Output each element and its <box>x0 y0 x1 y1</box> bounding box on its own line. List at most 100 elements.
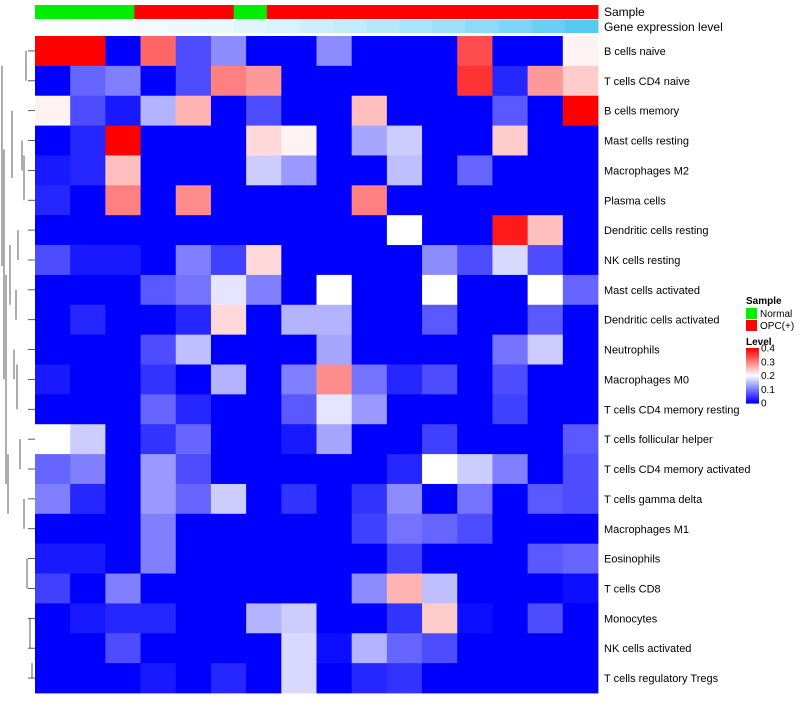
heatmap-cell <box>457 483 493 515</box>
heatmap-cell <box>386 543 423 574</box>
heatmap-cell <box>175 364 212 395</box>
heatmap-cell <box>386 125 423 156</box>
heatmap-cell <box>210 65 247 97</box>
heatmap-cell <box>35 603 71 634</box>
heatmap-cell <box>175 245 212 276</box>
heatmap-cell <box>105 573 141 604</box>
heatmap-cell <box>457 245 493 276</box>
heatmap-cell <box>246 364 282 395</box>
heatmap-cell <box>457 274 493 306</box>
row-label: NK cells resting <box>604 255 680 267</box>
legend-sample-title: Sample <box>746 296 782 307</box>
heatmap-cell <box>422 573 458 604</box>
legend-gradient-step <box>746 387 759 390</box>
heatmap-cell <box>175 155 212 186</box>
heatmap-cell <box>140 573 177 604</box>
heatmap-cell <box>316 36 353 67</box>
heatmap-cell <box>527 304 564 336</box>
heatmap-cell <box>457 543 493 574</box>
heatmap-cell <box>422 364 458 395</box>
heatmap-cell <box>175 603 212 634</box>
heatmap-cell <box>210 334 247 365</box>
heatmap-cell <box>175 663 212 694</box>
heatmap-cell <box>422 663 458 694</box>
expression-annotation-cell <box>564 20 599 33</box>
legend-gradient-step <box>746 379 759 382</box>
heatmap-cell <box>70 603 106 634</box>
legend-gradient-step <box>746 393 759 396</box>
heatmap-cell <box>105 364 141 395</box>
heatmap-cell <box>351 394 388 425</box>
row-label: B cells memory <box>604 106 680 118</box>
heatmap-cell <box>175 573 212 604</box>
legend-level-tick: 0.2 <box>761 371 775 382</box>
heatmap-cell <box>562 274 599 306</box>
heatmap-cell <box>70 483 106 515</box>
heatmap-cell <box>70 215 106 246</box>
heatmap-cell <box>246 95 282 126</box>
heatmap-cell <box>351 483 388 515</box>
legend-gradient-step <box>746 390 759 393</box>
heatmap-cell <box>386 454 423 485</box>
heatmap-cell <box>105 155 141 186</box>
heatmap-cell <box>316 125 353 156</box>
row-label: Mast cells resting <box>604 136 689 148</box>
legend-gradient-step <box>746 378 759 381</box>
expression-track-label: Gene expression level <box>604 20 723 34</box>
legend-gradient-step <box>746 363 759 366</box>
heatmap-cell <box>175 483 212 515</box>
expression-annotation-cell <box>35 20 69 33</box>
heatmap-cell <box>562 543 599 574</box>
heatmap-cell <box>281 633 317 664</box>
heatmap-cell <box>105 304 141 336</box>
heatmap-cell <box>527 185 564 216</box>
heatmap-cell <box>316 394 353 425</box>
heatmap-cell <box>562 215 599 246</box>
heatmap-cell <box>492 65 529 97</box>
sample-annotation-cell <box>134 5 168 19</box>
heatmap-cell <box>562 633 599 664</box>
heatmap-cell <box>316 633 353 664</box>
heatmap-cell <box>35 185 71 216</box>
sample-annotation-cell <box>200 5 235 19</box>
heatmap-cell <box>281 274 317 306</box>
heatmap-cell <box>210 394 247 425</box>
legend-gradient-step <box>746 374 759 377</box>
legend-gradient-step <box>746 398 759 401</box>
sample-annotation-cell <box>68 5 102 19</box>
heatmap-cell <box>527 454 564 485</box>
sample-annotation-cell <box>167 5 202 19</box>
heatmap-cell <box>175 36 212 67</box>
row-label: B cells naive <box>604 46 666 58</box>
heatmap-cell <box>246 304 282 336</box>
legend-gradient-step <box>746 385 759 388</box>
sample-annotation-cell <box>432 5 467 19</box>
legend-gradient-step <box>746 382 759 385</box>
heatmap-cell <box>492 543 529 574</box>
legend-gradient-step <box>746 370 759 372</box>
heatmap-cell <box>70 663 106 694</box>
heatmap-cell <box>210 663 247 694</box>
heatmap-cell <box>35 215 71 246</box>
sample-annotation-cell <box>233 5 268 19</box>
heatmap-cell <box>105 125 141 156</box>
heatmap-cell <box>35 274 71 306</box>
heatmap-cell <box>422 394 458 425</box>
heatmap-cell <box>246 483 282 515</box>
heatmap-cell <box>351 155 388 186</box>
heatmap-cell <box>316 603 353 634</box>
heatmap-cell <box>246 334 282 365</box>
legend-gradient-step <box>746 381 759 383</box>
heatmap-cell <box>492 483 529 515</box>
heatmap-cell <box>386 245 423 276</box>
heatmap-cell <box>316 573 353 604</box>
heatmap-cell <box>527 65 564 97</box>
heatmap-cell <box>210 424 247 455</box>
legend-sample-swatch <box>746 320 757 331</box>
heatmap-cell <box>527 36 564 67</box>
heatmap-cell <box>175 274 212 306</box>
heatmap-cell <box>527 424 564 455</box>
heatmap-cell <box>492 513 529 545</box>
heatmap-cell <box>457 304 493 336</box>
heatmap-cell <box>35 663 71 694</box>
